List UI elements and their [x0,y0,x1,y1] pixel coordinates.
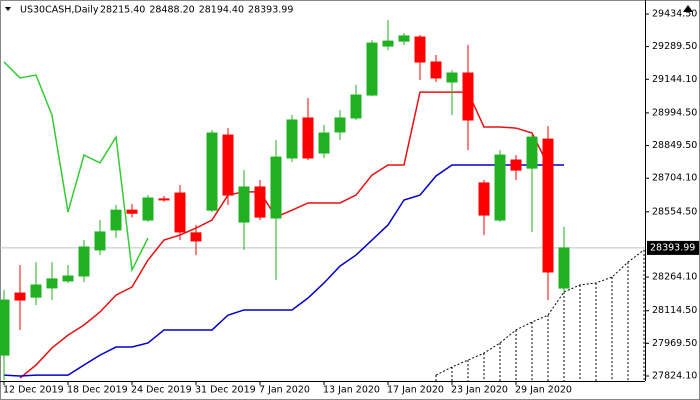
x-tick-label: 29 Jan 2020 [515,385,572,396]
ohlc-value: 28194.40 [199,5,244,16]
y-tick-label: 29434.50 [652,9,697,20]
x-tick-label: 23 Jan 2020 [451,385,508,396]
candle-body [430,61,442,79]
candle-body [302,117,314,159]
scroll-marker [683,5,693,12]
candle-body [126,209,138,214]
candle-body [446,72,458,83]
candle-body [14,292,26,301]
x-tick-label: 31 Dec 2019 [195,385,256,396]
candle-body [558,247,570,289]
candle-body [30,284,42,298]
ohlc-value: 28393.99 [248,5,293,16]
candle-body [366,42,378,96]
last-price-label: 28393.99 [650,242,695,253]
candle-body [462,72,474,121]
candle-body [78,246,90,277]
y-tick-label: 29144.10 [652,74,697,85]
y-tick-label: 27969.50 [652,338,697,349]
candle-body [494,154,506,221]
axis-labels: 27824.10 27969.50 28114.50 28264.10 28554.50… [3,9,699,396]
ohlc-header: 28215.40 28488.20 28194.40 28393.99 [100,5,293,16]
candle-body [382,40,394,47]
x-tick-label: 17 Jan 2020 [387,385,444,396]
candle-body [190,232,202,242]
candle-body [62,275,74,282]
candle-body [254,186,266,218]
indicator-line [19,91,549,379]
y-tick-label: 28704.10 [652,173,697,184]
candle-body [46,278,58,289]
x-tick-label: 13 Jan 2020 [323,385,380,396]
candle-body [414,36,426,63]
candle-body [510,159,522,171]
y-tick-label: 28554.50 [652,206,697,217]
cloud-hatch [435,249,645,381]
x-tick-label: 18 Dec 2019 [67,385,128,396]
candle-body [142,197,154,221]
candle-body [206,132,218,211]
candle-body [174,192,186,233]
y-tick-label: 28114.50 [652,305,697,316]
candle-body [478,182,490,216]
candle-body [270,156,282,219]
chart-title: US30CASH,Daily [20,5,99,16]
candle-body [526,136,538,169]
y-tick-label: 28994.50 [652,107,697,118]
candle-body [94,231,106,251]
candle-body [0,299,10,356]
candle-body [398,35,410,42]
y-tick-label: 27824.10 [652,371,697,382]
candle-body [158,198,170,201]
x-tick-label: 24 Dec 2019 [131,385,192,396]
y-tick-label: 29289.50 [652,41,697,52]
candle-body [334,117,346,133]
last-price-box [647,240,699,255]
ohlc-value: 28215.40 [100,5,145,16]
candle-body [542,138,554,273]
candle-body [350,94,362,119]
y-tick-label: 28264.10 [652,272,697,283]
candle-body [286,119,298,159]
candle-body [238,186,250,223]
indicator-line [3,164,564,377]
candle-body [318,132,330,154]
symbol-menu[interactable] [5,7,11,11]
indicator-line [3,61,149,273]
candle-body [110,209,122,231]
x-tick-label: 12 Dec 2019 [3,385,64,396]
ohlc-value: 28488.20 [149,5,194,16]
plot [0,19,645,381]
candle-body [222,134,234,196]
x-tick-label: 7 Jan 2020 [259,385,310,396]
y-tick-label: 28849.50 [652,140,697,151]
